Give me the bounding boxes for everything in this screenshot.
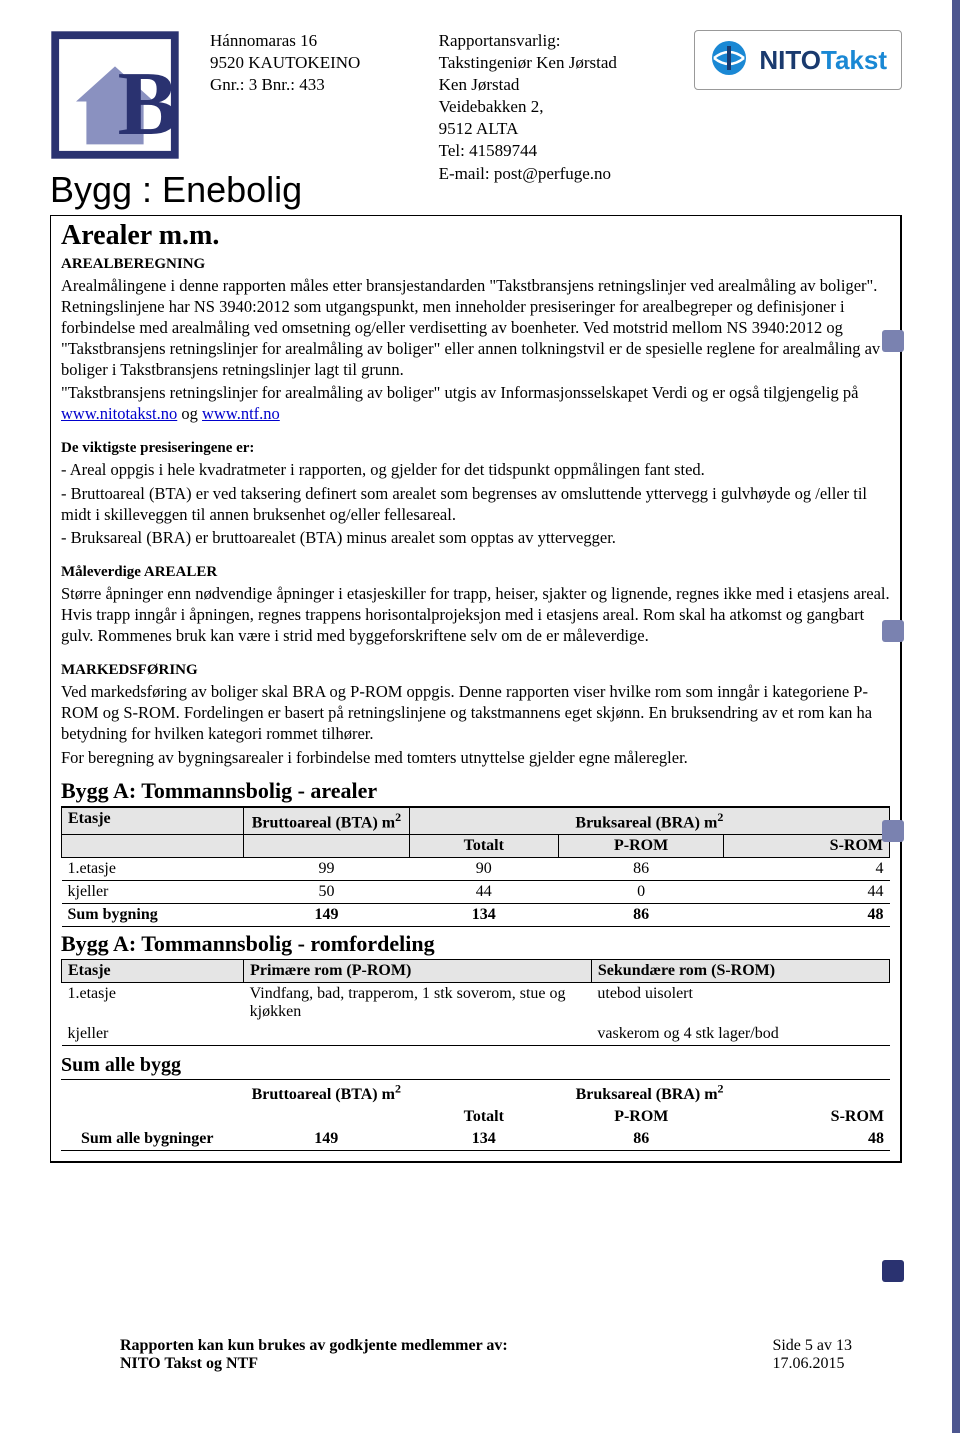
resp-city: 9512 ALTA [439, 118, 665, 140]
footer: Rapporten kan kun brukes av godkjente me… [120, 1337, 852, 1373]
areal-table: Etasje Bruttoareal (BTA) m2 Bruksareal (… [61, 807, 890, 927]
logo-building-icon: B [50, 30, 180, 160]
mark-p1: Ved markedsføring av boliger skal BRA og… [61, 681, 890, 744]
mark-p2: For beregning av bygningsarealer i forbi… [61, 747, 890, 768]
romford-table: Etasje Primære rom (P-ROM) Sekundære rom… [61, 959, 890, 1046]
areal-table-title: Bygg A: Tommannsbolig - arealer [61, 778, 890, 807]
footer-l2: NITO Takst og NTF [120, 1355, 258, 1372]
footer-right: Side 5 av 13 17.06.2015 [772, 1337, 852, 1373]
footer-page: Side 5 av 13 [772, 1337, 852, 1354]
footer-date: 17.06.2015 [772, 1355, 844, 1372]
takst-word: Takst [821, 45, 887, 75]
p2b: og [177, 404, 202, 423]
resp-email: E-mail: post@perfuge.no [439, 163, 665, 185]
th-totalt: Totalt [409, 834, 558, 857]
th-sek: Sekundære rom (S-ROM) [591, 959, 889, 982]
resp-label: Rapportansvarlig: [439, 30, 665, 52]
table-row: kjeller vaskerom og 4 stk lager/bod [62, 1023, 890, 1046]
th-totalt2: Totalt [409, 1106, 558, 1128]
decor-square [882, 1260, 904, 1282]
decor-square [882, 820, 904, 842]
link-nitotakst[interactable]: www.nitotakst.no [61, 404, 177, 423]
header-address: Hánnomaras 16 9520 KAUTOKEINO Gnr.: 3 Bn… [210, 30, 409, 96]
resp-addr: Veidebakken 2, [439, 96, 665, 118]
p2a: "Takstbransjens retningslinjer for areal… [61, 383, 858, 402]
addr-line1: Hánnomaras 16 [210, 30, 409, 52]
footer-l1: Rapporten kan kun brukes av godkjente me… [120, 1337, 508, 1354]
pres2: - Bruttoareal (BTA) er ved taksering def… [61, 483, 890, 525]
header: B Hánnomaras 16 9520 KAUTOKEINO Gnr.: 3 … [50, 30, 902, 185]
nito-word: NITO [759, 45, 821, 75]
th-bra2: Bruksareal (BRA) m2 [409, 1080, 890, 1106]
th-bra: Bruksareal (BRA) m2 [409, 807, 889, 834]
romford-title: Bygg A: Tommannsbolig - romfordeling [61, 931, 890, 959]
resp-tel: Tel: 41589744 [439, 140, 665, 162]
page: B Hánnomaras 16 9520 KAUTOKEINO Gnr.: 3 … [0, 0, 960, 1433]
header-responsible: Rapportansvarlig: Takstingeniør Ken Jørs… [439, 30, 665, 185]
th-srom2: S-ROM [724, 1106, 890, 1128]
sum-alle-table: Bruttoareal (BTA) m2 Bruksareal (BRA) m2… [61, 1080, 890, 1151]
pres3: - Bruksareal (BRA) er bruttoarealet (BTA… [61, 527, 890, 548]
th-bta2: Bruttoareal (BTA) m2 [243, 1080, 409, 1106]
resp-title: Takstingeniør Ken Jørstad [439, 52, 665, 74]
table-row: kjeller 50 44 0 44 [62, 880, 890, 903]
table-row: 1.etasje Vindfang, bad, trapperom, 1 stk… [62, 982, 890, 1023]
para-arealberegning: Arealmålingene i denne rapporten måles e… [61, 275, 890, 381]
table-row-sum: Sum bygning 149 134 86 48 [62, 903, 890, 926]
addr-line3: Gnr.: 3 Bnr.: 433 [210, 74, 409, 96]
decor-square [882, 330, 904, 352]
th-srom: S-ROM [724, 834, 890, 857]
section-title-arealer: Arealer m.m. [61, 220, 890, 252]
footer-left: Rapporten kan kun brukes av godkjente me… [120, 1337, 508, 1373]
link-ntf[interactable]: www.ntf.no [202, 404, 280, 423]
th-prom2: P-ROM [558, 1106, 724, 1128]
table-row-sum-all: Sum alle bygninger 149 134 86 48 [61, 1128, 890, 1151]
sum-alle-title: Sum alle bygg [61, 1054, 890, 1080]
pres1: - Areal oppgis i hele kvadratmeter i rap… [61, 459, 890, 480]
pres-title: De viktigste presiseringene er: [61, 440, 890, 457]
th-etasje: Etasje [62, 807, 244, 834]
addr-line2: 9520 KAUTOKEINO [210, 52, 409, 74]
nito-text: NITOTakst [759, 45, 887, 76]
nito-globe-icon [709, 38, 749, 83]
content-box: Arealer m.m. AREALBEREGNING Arealmålinge… [50, 215, 902, 1164]
mal-para: Større åpninger enn nødvendige åpninger … [61, 583, 890, 646]
svg-text:B: B [118, 53, 179, 154]
table-row: 1.etasje 99 90 86 4 [62, 857, 890, 880]
para-links: "Takstbransjens retningslinjer for areal… [61, 382, 890, 424]
sub-arealberegning: AREALBEREGNING [61, 256, 890, 273]
decor-square [882, 620, 904, 642]
mark-title: MARKEDSFØRING [61, 662, 890, 679]
mal-title: Måleverdige AREALER [61, 564, 890, 581]
th-prim: Primære rom (P-ROM) [244, 959, 592, 982]
resp-name: Ken Jørstad [439, 74, 665, 96]
th-etasje2: Etasje [62, 959, 244, 982]
th-bta: Bruttoareal (BTA) m2 [244, 807, 410, 834]
nito-logo: NITOTakst [694, 30, 902, 90]
th-prom: P-ROM [558, 834, 724, 857]
